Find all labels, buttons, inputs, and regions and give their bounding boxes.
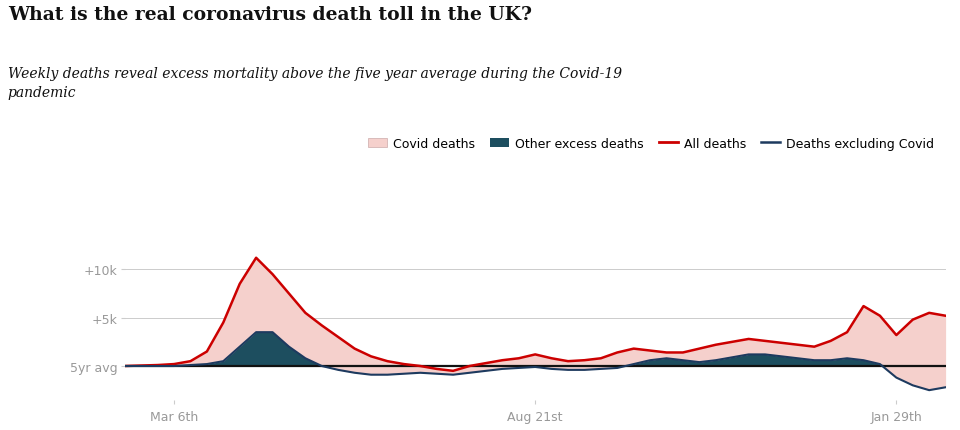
Text: Weekly deaths reveal excess mortality above the five year average during the Cov: Weekly deaths reveal excess mortality ab…: [8, 67, 622, 100]
Legend: Covid deaths, Other excess deaths, All deaths, Deaths excluding Covid: Covid deaths, Other excess deaths, All d…: [364, 132, 939, 155]
Text: What is the real coronavirus death toll in the UK?: What is the real coronavirus death toll …: [8, 6, 532, 25]
